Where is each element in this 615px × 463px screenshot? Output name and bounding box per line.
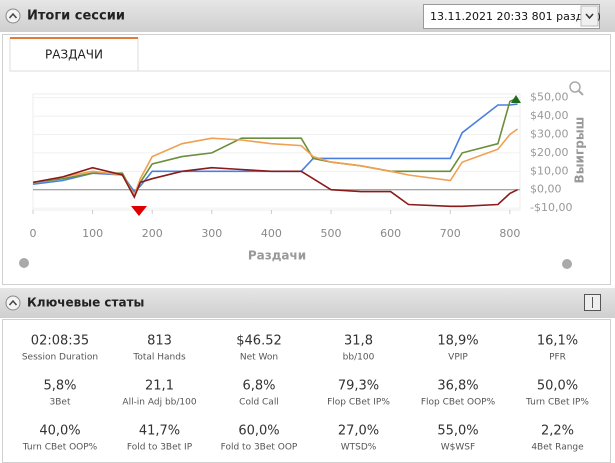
x-tick-label: 600 — [380, 227, 401, 240]
y-tick-label: $30,00 — [530, 128, 569, 141]
stat-label: Fold to 3Bet OOP — [221, 443, 298, 453]
min-marker — [131, 206, 147, 216]
settings-icon[interactable] — [19, 258, 29, 268]
plot-area — [32, 93, 521, 211]
stat-value: 21,1 — [145, 379, 174, 394]
header-title: Итоги сессии — [27, 9, 125, 24]
chart-panel — [2, 34, 611, 285]
x-tick-label: 400 — [261, 227, 282, 240]
stat-value: 41,7% — [139, 424, 180, 439]
y-tick-label: $20,00 — [530, 146, 569, 159]
stat-label: W$WSF — [441, 443, 475, 453]
stat-label: Cold Call — [239, 398, 279, 408]
stat-label: WTSD% — [341, 443, 377, 453]
stats-title: Ключевые статы — [27, 296, 144, 310]
stat-value: $46.52 — [236, 334, 282, 349]
x-tick-label: 800 — [499, 227, 520, 240]
stat-label: Session Duration — [22, 353, 98, 363]
stat-label: Turn CBet IP% — [525, 398, 589, 408]
stat-value: 79,3% — [338, 379, 379, 394]
stat-label: Flop CBet IP% — [327, 398, 390, 408]
stat-label: Fold to 3Bet IP — [127, 443, 193, 453]
stat-label: Total Hands — [132, 353, 186, 363]
y-axis-label: Выигрыш — [573, 117, 587, 184]
stat-value: 27,0% — [338, 424, 379, 439]
stat-value: 6,8% — [242, 379, 275, 394]
stats-header-bar — [0, 288, 615, 318]
y-tick-label: -$10,00 — [530, 201, 572, 214]
x-tick-label: 0 — [30, 227, 37, 240]
stat-value: 16,1% — [537, 334, 578, 349]
x-tick-label: 700 — [440, 227, 461, 240]
stat-label: Turn CBet OOP% — [22, 443, 98, 453]
y-tick-label: $0,00 — [530, 183, 562, 196]
info-icon[interactable] — [562, 259, 572, 269]
series-line — [32, 166, 518, 208]
session-select[interactable] — [423, 4, 600, 29]
x-tick-label: 200 — [142, 227, 163, 240]
x-tick-label: 100 — [82, 227, 103, 240]
collapse-button[interactable] — [5, 8, 21, 24]
select-arrow-box — [580, 5, 599, 27]
stat-label: bb/100 — [343, 353, 375, 363]
stat-value: 2,2% — [541, 424, 574, 439]
stat-value: 31,8 — [344, 334, 373, 349]
stat-label: Flop CBet OOP% — [421, 398, 496, 408]
stat-value: 60,0% — [238, 424, 279, 439]
stats-collapse-icon — [8, 299, 18, 306]
stat-value: 55,0% — [437, 424, 478, 439]
stat-label: 4Bet Range — [531, 443, 584, 453]
stat-value: 36,8% — [437, 379, 478, 394]
x-axis-label: Раздачи — [248, 249, 306, 263]
tab-label: РАЗДАЧИ — [45, 48, 103, 62]
stat-value: 18,9% — [437, 334, 478, 349]
stat-value: 02:08:35 — [31, 334, 89, 349]
stat-value: 5,8% — [43, 379, 76, 394]
stat-label: VPIP — [448, 353, 468, 363]
y-tick-label: $40,00 — [530, 109, 569, 122]
zoom-icon-handle — [578, 90, 584, 96]
zoom-icon[interactable] — [569, 81, 581, 93]
stat-value: 40,0% — [39, 424, 80, 439]
y-tick-label: $50,00 — [530, 91, 569, 104]
select-arrow — [585, 13, 594, 20]
tab-accent — [10, 37, 138, 39]
x-tick-label: 300 — [201, 227, 222, 240]
stat-value: 813 — [147, 334, 172, 349]
stat-value: 50,0% — [537, 379, 578, 394]
max-marker — [511, 95, 521, 103]
session-select-text: 13.11.2021 20:33 801 раздач) — [430, 10, 601, 23]
x-tick-label: 500 — [321, 227, 342, 240]
stat-label: PFR — [549, 353, 566, 363]
stat-label: Net Won — [240, 353, 278, 363]
tab[interactable] — [9, 37, 139, 72]
stat-label: All-in Adj bb/100 — [122, 398, 196, 408]
collapse-icon — [8, 12, 18, 19]
stats-panel — [2, 319, 611, 463]
y-tick-label: $10,00 — [530, 164, 569, 177]
stat-label: 3Bet — [50, 398, 71, 408]
stats-collapse-button[interactable] — [5, 295, 21, 311]
